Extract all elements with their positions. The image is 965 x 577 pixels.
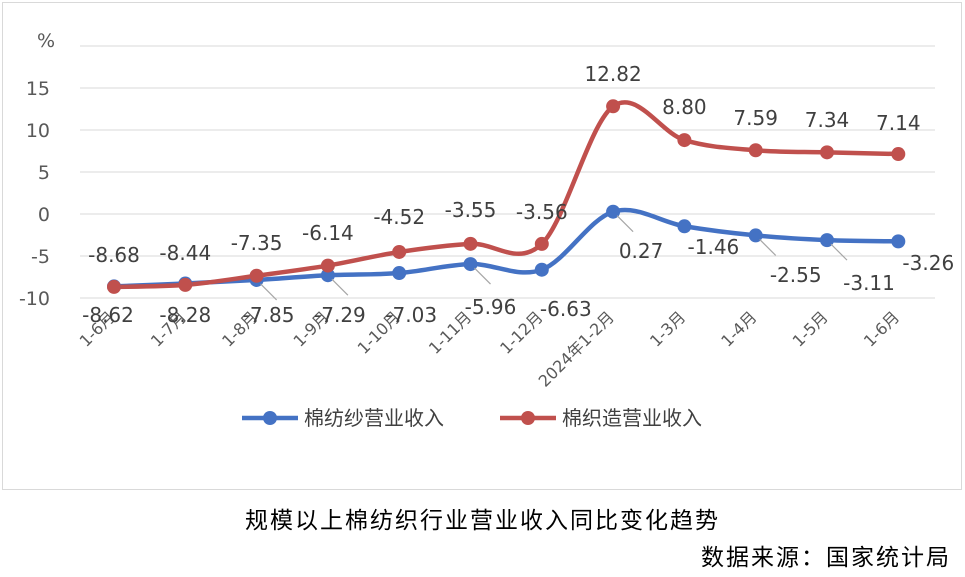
leader-line [830, 243, 848, 261]
data-point-cotton-weaving [606, 99, 621, 114]
data-label-cotton-weaving: -6.14 [302, 221, 354, 245]
data-label-cotton-yarn: -2.55 [770, 263, 822, 287]
y-tick-label: -10 [19, 288, 50, 310]
data-label-cotton-yarn: -8.28 [159, 303, 211, 327]
data-label-cotton-yarn: -3.11 [843, 271, 895, 295]
legend-marker [263, 411, 277, 425]
data-point-cotton-weaving [178, 277, 193, 292]
data-label-cotton-weaving: 7.59 [733, 106, 778, 130]
chart-caption: 规模以上棉纺织行业营业收入同比变化趋势 [245, 508, 720, 534]
y-tick-label: 0 [38, 204, 50, 226]
leader-line [474, 267, 491, 285]
data-point-cotton-weaving [249, 268, 264, 283]
data-label-cotton-yarn: -7.29 [314, 303, 366, 327]
legend-item-cotton-weaving: 棉织造营业收入 [562, 406, 702, 430]
data-label-cotton-weaving: -3.55 [445, 198, 497, 222]
y-tick-label: 5 [38, 162, 50, 184]
data-label-cotton-yarn: -7.85 [243, 303, 295, 327]
leader-line [616, 215, 634, 233]
data-point-cotton-yarn [677, 219, 692, 234]
x-tick-label: 1-4月 [717, 307, 760, 350]
data-point-cotton-yarn [891, 234, 906, 249]
data-label-cotton-weaving: 7.14 [876, 111, 921, 135]
data-point-cotton-yarn [534, 262, 549, 277]
data-point-cotton-yarn [320, 268, 335, 283]
data-label-cotton-weaving: 7.34 [805, 108, 850, 132]
data-label-cotton-yarn: -8.62 [82, 303, 134, 327]
data-label-cotton-weaving: -7.35 [231, 231, 283, 255]
data-label-cotton-weaving: -8.44 [159, 241, 211, 265]
data-point-cotton-weaving [463, 236, 478, 251]
data-point-cotton-yarn [748, 228, 763, 243]
data-label-cotton-yarn: -6.63 [540, 297, 592, 321]
data-label-cotton-weaving: -4.52 [373, 205, 425, 229]
data-point-cotton-weaving [748, 143, 763, 158]
x-tick-label: 1-3月 [646, 307, 689, 350]
data-point-cotton-yarn [392, 266, 407, 281]
leader-line [260, 283, 278, 301]
data-point-cotton-weaving [677, 133, 692, 148]
data-point-cotton-weaving [534, 236, 549, 251]
y-tick-label: 15 [26, 78, 50, 100]
data-label-cotton-yarn: 0.27 [619, 239, 664, 263]
data-point-cotton-weaving [820, 145, 834, 160]
data-point-cotton-weaving [891, 147, 906, 162]
data-label-cotton-weaving: 8.80 [662, 95, 707, 119]
data-point-cotton-weaving [107, 279, 121, 294]
legend-item-cotton-yarn: 棉纺纱营业收入 [304, 406, 444, 430]
x-tick-label: 1-5月 [789, 307, 832, 350]
data-label-cotton-yarn: -1.46 [688, 235, 740, 259]
y-tick-label: 10 [26, 120, 50, 142]
legend-marker [521, 411, 535, 425]
data-label-cotton-weaving: 12.82 [584, 62, 641, 86]
data-label-cotton-yarn: -7.03 [385, 303, 437, 327]
leader-line [331, 278, 349, 296]
data-point-cotton-yarn [606, 204, 621, 219]
data-label-cotton-yarn: -3.26 [902, 251, 954, 275]
leader-line [759, 238, 777, 256]
data-label-cotton-yarn: -5.96 [465, 295, 517, 319]
data-label-cotton-weaving: -8.68 [88, 243, 140, 267]
data-label-cotton-weaving: -3.56 [516, 200, 568, 224]
x-tick-label: 1-6月 [860, 307, 903, 350]
data-source-note: 数据来源：国家统计局 [701, 545, 951, 571]
data-point-cotton-yarn [820, 233, 834, 248]
y-axis-label: % [37, 30, 55, 52]
data-point-cotton-weaving [392, 244, 407, 259]
data-point-cotton-weaving [320, 258, 335, 273]
y-tick-label: -5 [31, 246, 50, 268]
data-point-cotton-yarn [463, 257, 478, 272]
